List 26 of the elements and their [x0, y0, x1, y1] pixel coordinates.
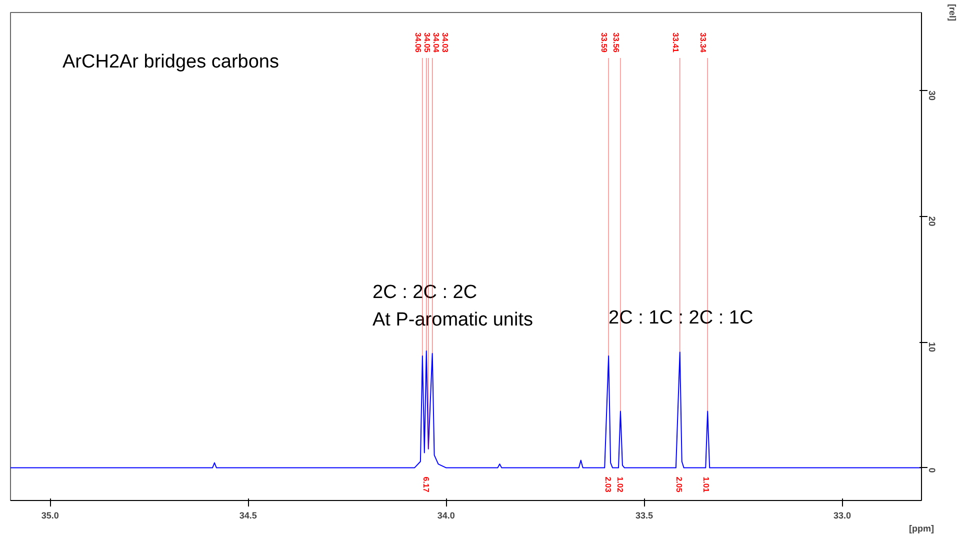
- y-tick-label: 20: [927, 216, 937, 226]
- annotation: 34.04: [432, 32, 441, 54]
- annotation: 33.34: [698, 32, 708, 54]
- annotation: 1.02: [616, 476, 624, 493]
- x-tick-label: 34.5: [239, 510, 257, 520]
- annotation: 33.56: [611, 32, 620, 54]
- annotation: 34.05: [422, 32, 432, 54]
- annotation: 1.01: [702, 476, 710, 493]
- y-tick-label: 30: [927, 90, 937, 100]
- annotation: ArCH2Ar bridges carbons: [62, 52, 279, 72]
- y-tick-label: 10: [927, 342, 937, 352]
- x-axis-title: [ppm]: [909, 524, 934, 534]
- x-tick-label: 34.0: [437, 510, 455, 520]
- annotation: 34.06: [413, 32, 422, 54]
- x-tick-label: 35.0: [41, 510, 59, 520]
- annotation: 6.17: [422, 476, 430, 493]
- annotation: 33.41: [670, 32, 680, 54]
- annotation: 2C : 1C : 2C : 1C: [608, 308, 754, 328]
- annotation: 33.59: [600, 32, 609, 54]
- y-tick-label: 0: [927, 468, 937, 473]
- x-tick-label: 33.5: [635, 510, 654, 520]
- y-axis-title: [rel]: [948, 4, 958, 22]
- annotation: 2.05: [674, 476, 684, 493]
- annotation: 2.03: [604, 476, 612, 493]
- x-tick-label: 33.0: [834, 510, 852, 520]
- annotation: 34.03: [440, 32, 450, 54]
